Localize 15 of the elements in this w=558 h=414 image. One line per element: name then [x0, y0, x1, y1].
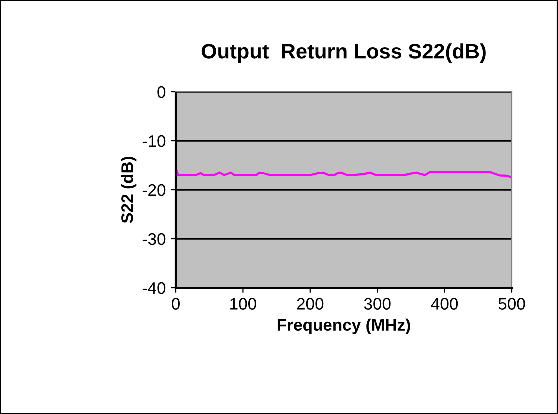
y-tick-label: -40: [142, 282, 166, 294]
chart-title: Output Return Loss S22(dB): [202, 44, 486, 63]
x-tick-label: 200: [297, 298, 324, 310]
y-tick-label: -30: [142, 233, 166, 246]
x-tick-label: 300: [364, 298, 391, 310]
x-tick-label: 100: [230, 298, 256, 310]
x-axis-title: Frequency (MHz): [278, 318, 410, 334]
y-tick-label: -20: [142, 184, 166, 196]
x-tick-label: 0: [172, 298, 180, 310]
line-series: [176, 168, 512, 178]
x-tick-label: 500: [498, 298, 526, 310]
y-tick-label: 0: [158, 86, 166, 98]
y-tick-label: -10: [142, 135, 166, 148]
y-axis-title: S22 (dB): [121, 157, 137, 224]
x-tick-label: 400: [431, 298, 458, 310]
